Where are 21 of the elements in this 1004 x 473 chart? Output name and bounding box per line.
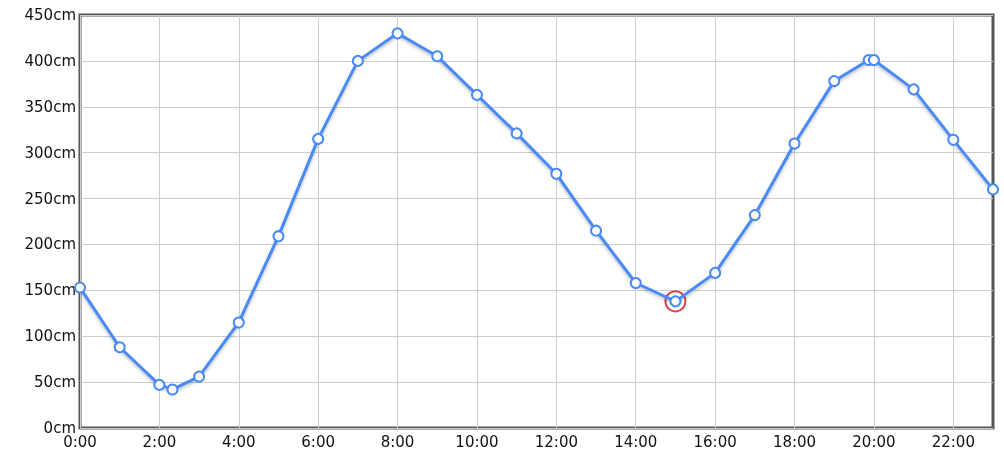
- x-tick-label: 8:00: [380, 432, 415, 451]
- x-tick-label: 16:00: [693, 432, 737, 451]
- x-tick-label: 22:00: [931, 432, 975, 451]
- y-tick-label: 350cm: [24, 97, 76, 116]
- y-tick-label: 250cm: [24, 189, 76, 208]
- x-tick-label: 0:00: [63, 432, 97, 451]
- x-tick-label: 2:00: [142, 432, 177, 451]
- y-tick-label: 300cm: [24, 143, 76, 162]
- y-tick-label: 200cm: [24, 235, 76, 254]
- y-tick-label: 50cm: [34, 373, 76, 392]
- y-tick-label: 100cm: [24, 327, 76, 346]
- x-tick-label: 12:00: [534, 432, 578, 451]
- x-tick-label: 18:00: [772, 432, 817, 451]
- x-tick-label: 20:00: [852, 432, 896, 451]
- x-tick-label: 14:00: [614, 432, 658, 451]
- y-tick-label: 150cm: [24, 281, 76, 300]
- x-tick-label: 10:00: [455, 432, 499, 451]
- y-tick-label: 450cm: [24, 6, 76, 24]
- x-tick-label: 6:00: [301, 432, 336, 451]
- y-tick-label: 400cm: [24, 51, 76, 70]
- x-tick-label: 4:00: [221, 432, 256, 451]
